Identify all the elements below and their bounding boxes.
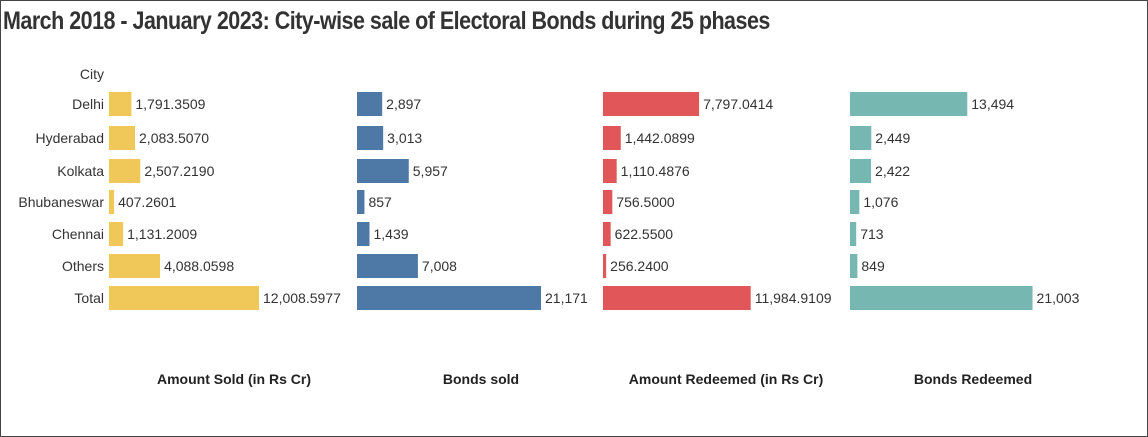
data-label-3-chennai: 713 — [860, 226, 884, 242]
bar-2-bhubaneswar — [603, 190, 613, 214]
data-label-0-kolkata: 2,507.2190 — [144, 163, 214, 179]
series-header-0: Amount Sold (in Rs Cr) — [157, 371, 311, 387]
bar-2-hyderabad — [603, 126, 621, 150]
bar-3-chennai — [850, 222, 857, 246]
data-label-3-total: 21,003 — [1037, 290, 1080, 306]
category-label-kolkata: Kolkata — [57, 163, 104, 179]
bar-0-hyderabad — [109, 126, 136, 150]
bar-1-total — [357, 286, 541, 310]
data-label-2-hyderabad: 1,442.0899 — [625, 130, 695, 146]
category-label-others: Others — [62, 258, 104, 274]
data-label-3-kolkata: 2,422 — [875, 163, 910, 179]
bar-0-kolkata — [109, 159, 141, 183]
data-label-2-chennai: 622.5500 — [615, 226, 674, 242]
bar-2-delhi — [603, 92, 700, 116]
data-label-1-hyderabad: 3,013 — [387, 130, 422, 146]
bar-3-hyderabad — [850, 126, 872, 150]
data-label-2-bhubaneswar: 756.5000 — [616, 194, 675, 210]
bar-2-total — [603, 286, 751, 310]
series-header-3: Bonds Redeemed — [914, 371, 1032, 387]
category-label-chennai: Chennai — [52, 226, 104, 242]
bar-0-chennai — [109, 222, 124, 246]
bar-1-hyderabad — [357, 126, 384, 150]
data-label-0-others: 4,088.0598 — [164, 258, 234, 274]
bar-1-bhubaneswar — [357, 190, 365, 214]
bar-2-chennai — [603, 222, 611, 246]
data-label-0-bhubaneswar: 407.2601 — [118, 194, 177, 210]
bar-1-delhi — [357, 92, 383, 116]
bar-1-kolkata — [357, 159, 409, 183]
data-label-1-chennai: 1,439 — [374, 226, 409, 242]
data-label-1-total: 21,171 — [545, 290, 588, 306]
row-header: City — [80, 66, 104, 82]
bar-3-others — [850, 254, 858, 278]
bar-3-bhubaneswar — [850, 190, 860, 214]
bar-3-kolkata — [850, 159, 872, 183]
bar-2-kolkata — [603, 159, 617, 183]
data-label-0-hyderabad: 2,083.5070 — [139, 130, 209, 146]
bar-0-bhubaneswar — [109, 190, 115, 214]
data-label-1-others: 7,008 — [422, 258, 457, 274]
series-header-2: Amount Redeemed (in Rs Cr) — [629, 371, 823, 387]
data-label-3-delhi: 13,494 — [971, 96, 1014, 112]
series-header-1: Bonds sold — [443, 371, 519, 387]
data-label-1-kolkata: 5,957 — [413, 163, 448, 179]
bar-0-others — [109, 254, 161, 278]
data-label-2-kolkata: 1,110.4876 — [621, 163, 690, 179]
bar-0-total — [109, 286, 259, 310]
bar-2-others — [603, 254, 607, 278]
data-label-0-chennai: 1,131.2009 — [127, 226, 197, 242]
category-label-hyderabad: Hyderabad — [36, 130, 105, 146]
category-label-total: Total — [74, 290, 104, 306]
data-label-2-others: 256.2400 — [610, 258, 669, 274]
data-label-2-total: 11,984.9109 — [755, 290, 832, 306]
data-label-2-delhi: 7,797.0414 — [703, 96, 773, 112]
bar-3-total — [850, 286, 1033, 310]
data-label-3-hyderabad: 2,449 — [875, 130, 910, 146]
data-label-3-bhubaneswar: 1,076 — [863, 194, 898, 210]
bar-3-delhi — [850, 92, 968, 116]
data-label-3-others: 849 — [861, 258, 885, 274]
data-label-0-delhi: 1,791.3509 — [135, 96, 205, 112]
data-label-0-total: 12,008.5977 — [263, 290, 341, 306]
category-label-delhi: Delhi — [72, 96, 104, 112]
category-label-bhubaneswar: Bhubaneswar — [18, 194, 104, 210]
data-label-1-bhubaneswar: 857 — [368, 194, 392, 210]
bar-1-chennai — [357, 222, 370, 246]
chart-title: March 2018 - January 2023: City-wise sal… — [3, 7, 770, 35]
bar-1-others — [357, 254, 418, 278]
data-label-1-delhi: 2,897 — [386, 96, 421, 112]
bar-0-delhi — [109, 92, 132, 116]
